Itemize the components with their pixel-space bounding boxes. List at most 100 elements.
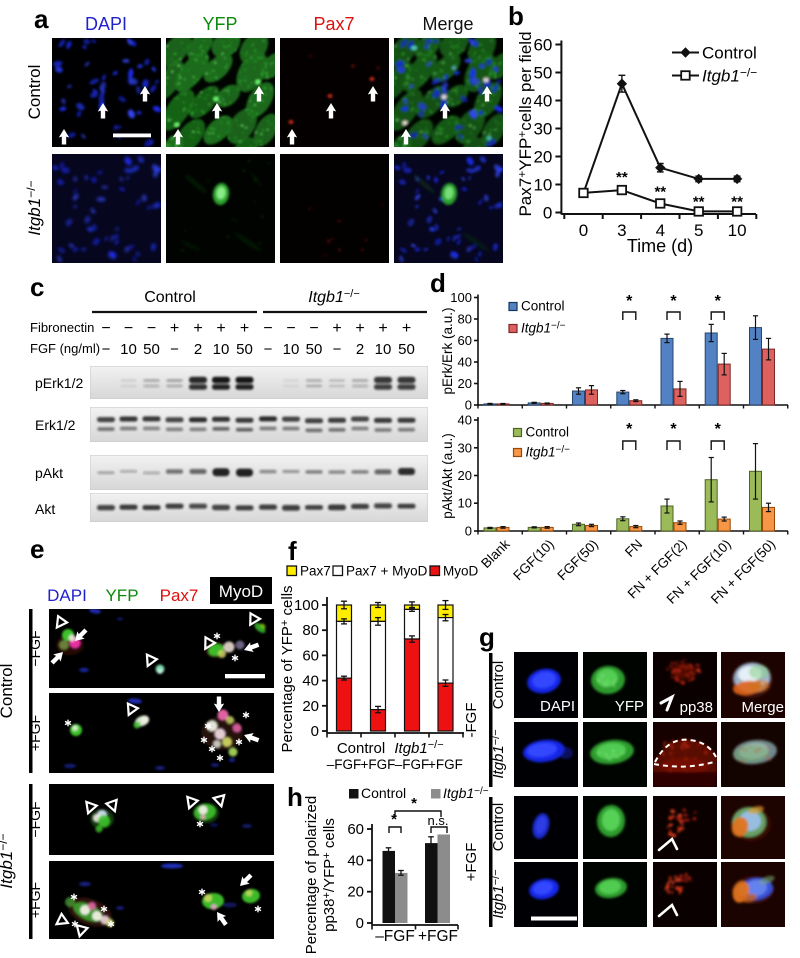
svg-text:–FGF: –FGF: [395, 757, 430, 772]
svg-text:Percentage of polarized: Percentage of polarized: [303, 796, 320, 954]
svg-text:Control: Control: [25, 65, 44, 120]
svg-text:50: 50: [398, 341, 415, 358]
svg-text:YFP: YFP: [615, 698, 644, 715]
svg-text:Itgb1−/−: Itgb1−/−: [443, 785, 489, 801]
svg-text:pErk1/2: pErk1/2: [35, 375, 83, 391]
svg-text:FGF(50): FGF(50): [554, 537, 601, 584]
svg-text:f: f: [288, 536, 297, 566]
svg-text:−: −: [147, 320, 156, 337]
svg-text:0: 0: [579, 221, 588, 240]
svg-text:DAPI: DAPI: [85, 14, 127, 34]
svg-text:Fibronectin: Fibronectin: [30, 320, 94, 335]
svg-text:−: −: [124, 320, 133, 337]
svg-text:Control: Control: [526, 425, 570, 440]
svg-text:−: −: [263, 320, 272, 337]
svg-text:*: *: [411, 795, 417, 812]
svg-text:Itgb1−/−: Itgb1−/−: [0, 833, 16, 888]
svg-text:-FGF: -FGF: [463, 703, 480, 738]
svg-text:−: −: [333, 341, 342, 358]
svg-text:20: 20: [302, 698, 319, 715]
svg-text:+: +: [216, 320, 225, 337]
svg-text:20: 20: [458, 468, 472, 483]
svg-text:Itgb1−/−: Itgb1−/−: [526, 445, 571, 460]
svg-text:+FGF: +FGF: [361, 757, 396, 772]
svg-text:40: 40: [458, 413, 472, 428]
svg-text:Itgb1−/−: Itgb1−/−: [521, 321, 566, 336]
svg-text:Control: Control: [702, 44, 757, 63]
svg-text:YFP: YFP: [105, 586, 138, 605]
svg-text:60: 60: [302, 647, 319, 664]
svg-text:0: 0: [543, 204, 552, 223]
svg-text:Pax7 + MyoD: Pax7 + MyoD: [346, 564, 428, 579]
svg-text:Itgb1−/−: Itgb1−/−: [308, 288, 360, 306]
svg-text:+: +: [355, 320, 364, 337]
svg-text:0: 0: [465, 398, 472, 413]
svg-text:40: 40: [302, 673, 319, 690]
svg-text:*: *: [715, 421, 722, 438]
svg-text:10: 10: [458, 496, 472, 511]
svg-text:2: 2: [194, 341, 202, 358]
svg-text:g: g: [479, 622, 495, 652]
svg-text:100: 100: [294, 597, 319, 614]
svg-text:e: e: [30, 534, 44, 564]
svg-text:3: 3: [617, 221, 626, 240]
svg-text:+FGF: +FGF: [463, 843, 480, 882]
svg-text:20: 20: [458, 376, 472, 391]
svg-text:Control: Control: [490, 803, 507, 851]
svg-text:MyoD: MyoD: [443, 564, 479, 579]
svg-text:DAPI: DAPI: [47, 586, 87, 605]
svg-text:−FGF: −FGF: [27, 801, 43, 837]
svg-text:30: 30: [458, 440, 472, 455]
svg-text:50: 50: [306, 341, 323, 358]
svg-text:*: *: [670, 293, 677, 310]
svg-text:−: −: [102, 341, 111, 358]
svg-text:pAkt: pAkt: [35, 465, 63, 481]
svg-text:n.s.: n.s.: [428, 813, 449, 828]
svg-text:80: 80: [302, 622, 319, 639]
svg-text:+: +: [193, 320, 202, 337]
svg-text:MyoD: MyoD: [219, 582, 263, 601]
svg-text:+FGF: +FGF: [27, 715, 43, 751]
svg-text:Merge: Merge: [422, 14, 473, 34]
svg-text:0: 0: [465, 524, 472, 539]
svg-text:+FGF: +FGF: [428, 757, 463, 772]
svg-text:+FGF: +FGF: [27, 882, 43, 918]
svg-text:4: 4: [656, 221, 665, 240]
svg-text:10: 10: [120, 341, 137, 358]
svg-text:FN: FN: [622, 537, 645, 560]
svg-text:Itgb1−/−: Itgb1−/−: [702, 66, 757, 86]
svg-text:0: 0: [356, 915, 364, 932]
svg-text:0: 0: [311, 723, 319, 740]
svg-text:+: +: [240, 320, 249, 337]
svg-text:Merge: Merge: [741, 699, 784, 716]
svg-text:2: 2: [356, 341, 364, 358]
svg-text:60: 60: [458, 333, 472, 348]
svg-text:+: +: [332, 320, 341, 337]
svg-text:Akt: Akt: [35, 501, 55, 517]
svg-text:Itgb1−/−: Itgb1−/−: [24, 180, 44, 235]
svg-text:Itgb1−/−: Itgb1−/−: [394, 739, 443, 757]
svg-text:20: 20: [347, 884, 364, 901]
svg-text:*: *: [391, 811, 397, 828]
svg-text:*: *: [626, 293, 633, 310]
svg-text:FGF (ng/ml): FGF (ng/ml): [30, 341, 100, 356]
svg-text:Control: Control: [490, 661, 507, 709]
svg-text:Control: Control: [337, 740, 385, 757]
svg-text:+FGF: +FGF: [418, 928, 458, 945]
svg-text:Erk1/2: Erk1/2: [35, 417, 76, 433]
svg-text:40: 40: [458, 355, 472, 370]
svg-text:10: 10: [533, 176, 552, 195]
svg-text:pAkt/Akt (a.u.): pAkt/Akt (a.u.): [440, 433, 455, 519]
svg-text:**: **: [654, 184, 666, 201]
svg-text:c: c: [30, 272, 44, 302]
svg-text:Control: Control: [361, 785, 406, 801]
svg-text:+: +: [170, 320, 179, 337]
svg-text:a: a: [34, 4, 49, 34]
svg-text:−FGF: −FGF: [27, 630, 43, 666]
svg-text:Time (d): Time (d): [627, 236, 693, 256]
svg-text:**: **: [731, 193, 743, 210]
svg-text:80: 80: [458, 312, 472, 327]
svg-text:10: 10: [728, 221, 747, 240]
svg-text:Control: Control: [144, 289, 196, 306]
svg-text:Pax7: Pax7: [313, 14, 354, 34]
